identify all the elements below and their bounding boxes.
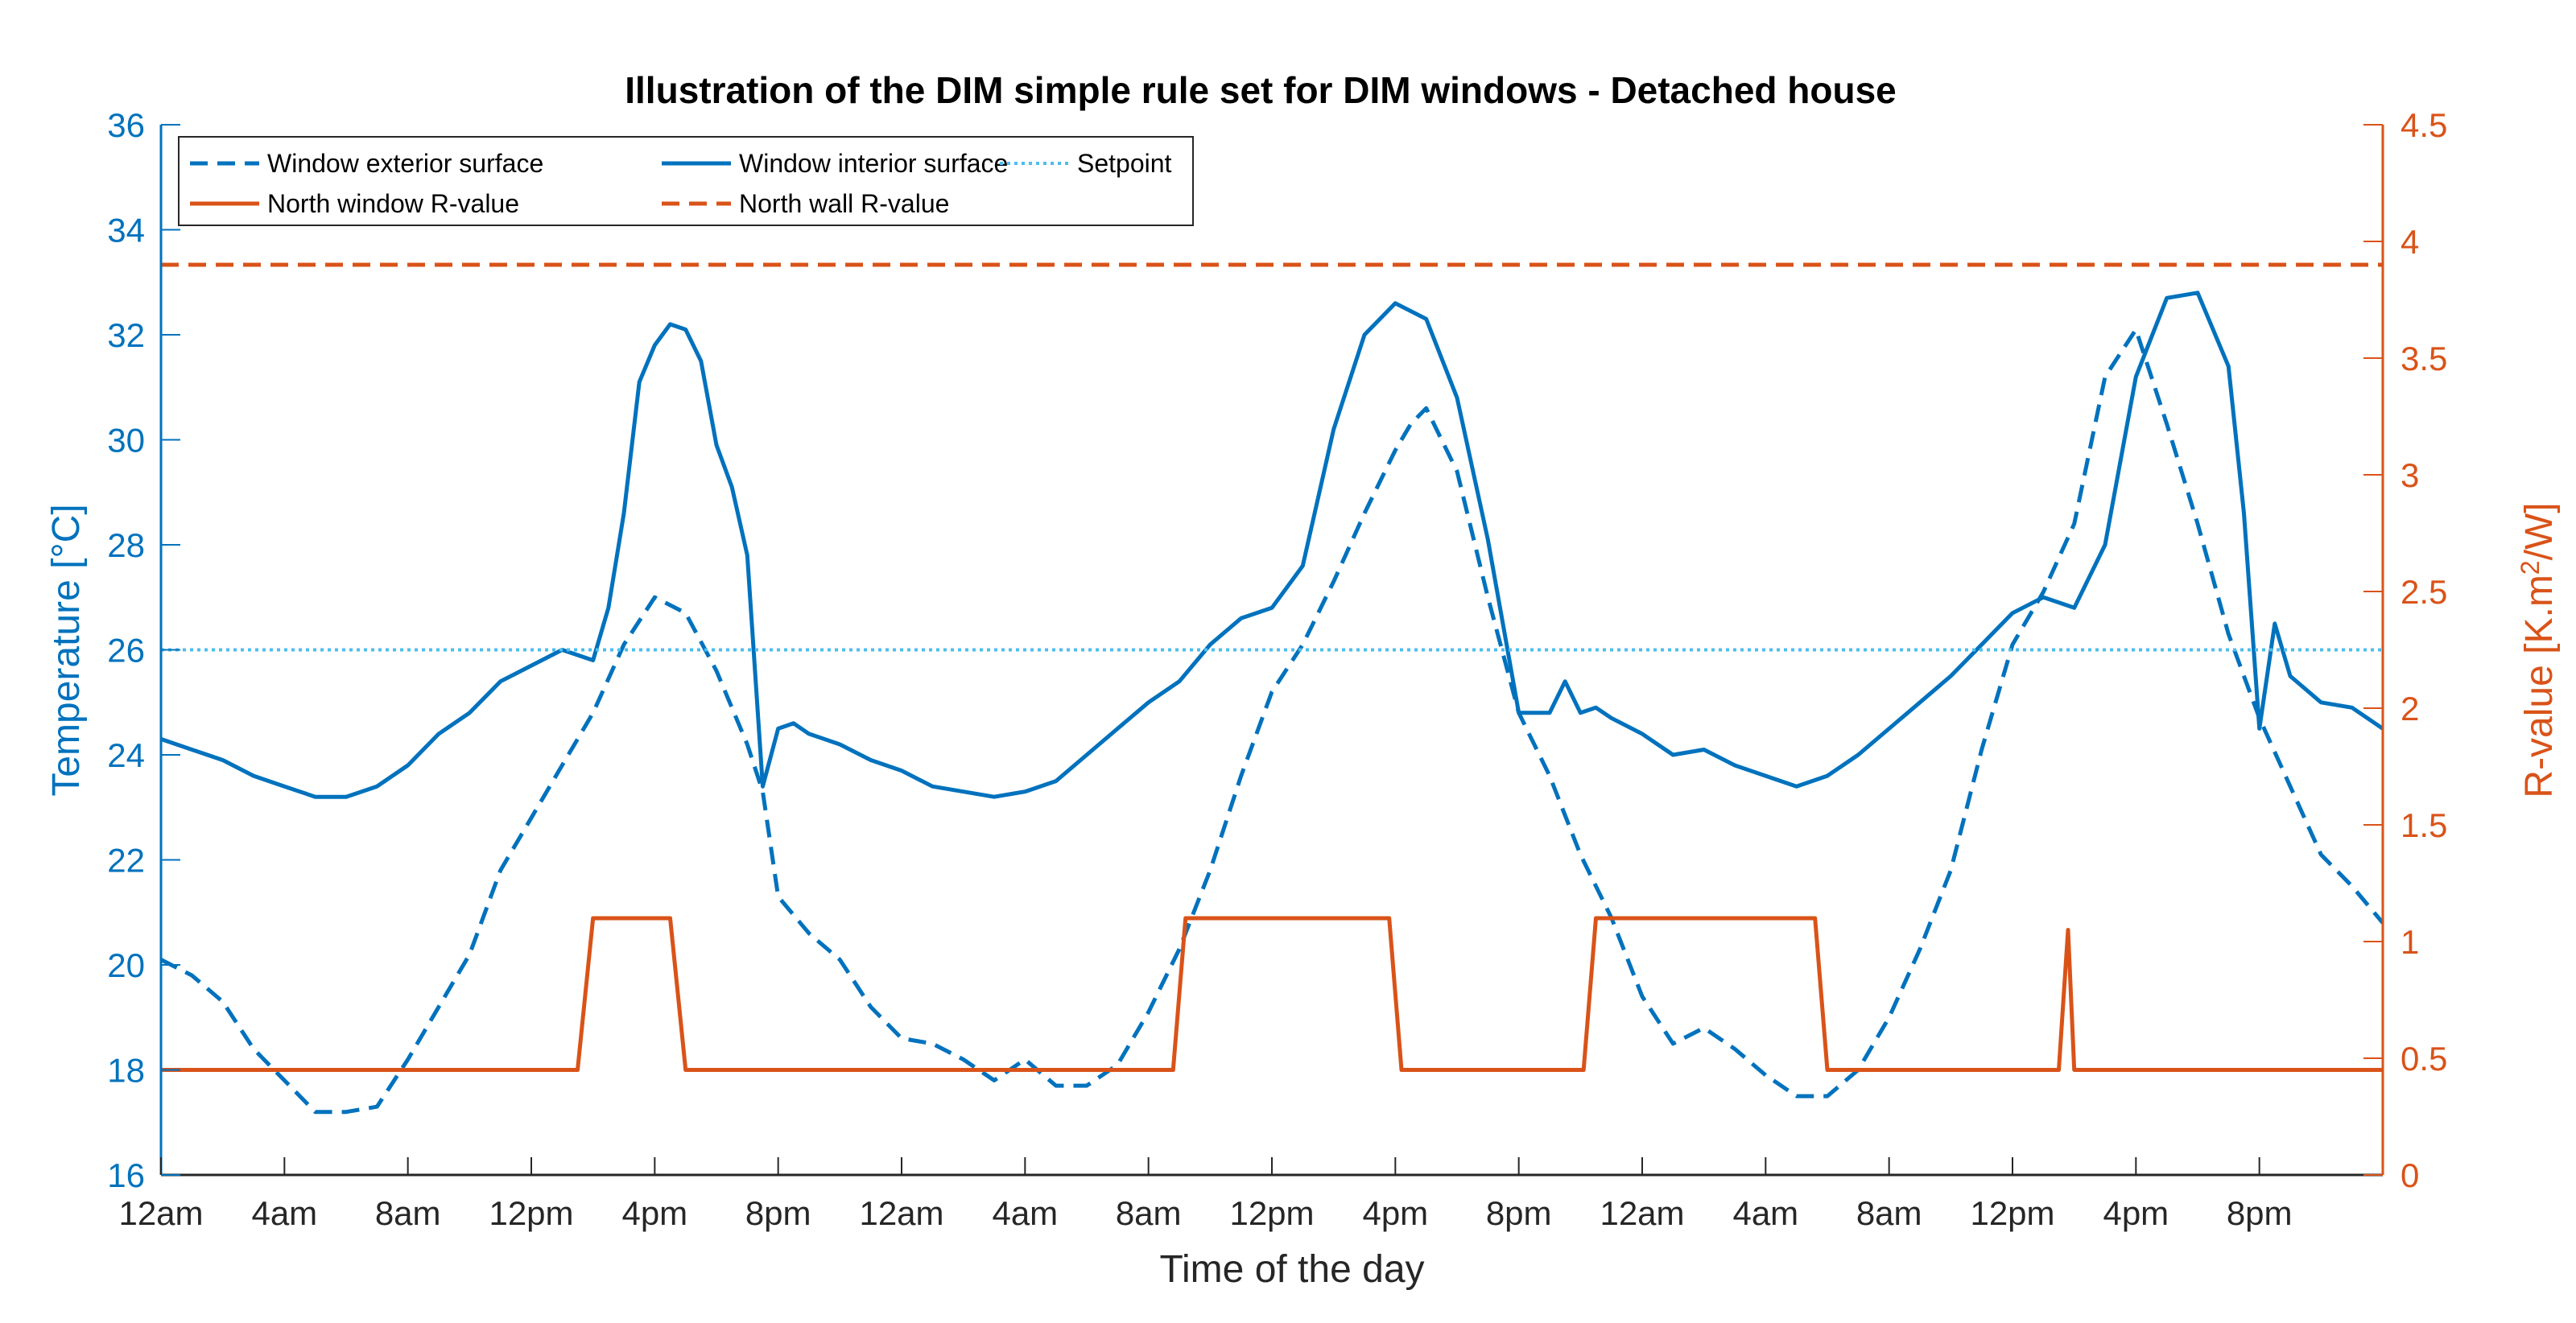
x-tick-label-15: 12pm (1970, 1194, 2054, 1232)
y-right-label-main: R-value [K.m (2518, 575, 2561, 798)
x-tick-label-3: 12pm (489, 1194, 573, 1232)
legend-label-1: Window interior surface (739, 149, 1008, 178)
x-tick-label-9: 12pm (1229, 1194, 1314, 1232)
y-right-axis-label: R-value [K.m2/W] (2516, 502, 2561, 798)
y-left-tick-label-8: 32 (107, 316, 145, 354)
legend: Window exterior surface Window interior s… (178, 136, 1194, 226)
y-right-tick-label-5: 2.5 (2401, 573, 2447, 611)
y-right-tick-label-2: 1 (2401, 923, 2419, 961)
x-tick-label-5: 8pm (745, 1194, 811, 1232)
y-left-tick-label-10: 36 (107, 106, 145, 144)
y-right-tick-label-9: 4.5 (2401, 106, 2447, 144)
x-tick-label-6: 12am (859, 1194, 943, 1232)
x-tick-label-1: 4am (251, 1194, 317, 1232)
x-tick-label-8: 8am (1116, 1194, 1182, 1232)
axes: 12am 4am 8am 12pm 4pm 8pm 12am 4am 8am 12pm 4pm 8pm… (107, 106, 2447, 1232)
legend-label-3: North window R-value (267, 189, 519, 218)
y-left-tick-label-4: 24 (107, 736, 145, 774)
plot-area (159, 262, 2384, 1115)
y-right-tick-label-0: 0 (2401, 1156, 2419, 1194)
legend-box (178, 136, 1194, 226)
chart-title: Illustration of the DIM simple rule set … (625, 69, 1897, 111)
y-right-tick-label-4: 2 (2401, 690, 2419, 727)
legend-label-0: Window exterior surface (267, 149, 543, 178)
legend-label-4: North wall R-value (739, 189, 949, 218)
y-right-label-end: /W] (2518, 502, 2561, 560)
y-left-tick-label-0: 16 (107, 1156, 145, 1194)
y-left-tick-label-3: 22 (107, 842, 145, 880)
legend-label-2: Setpoint (1077, 149, 1172, 178)
y-left-axis-label: Temperature [°C] (45, 504, 88, 796)
y-right-tick-label-3: 1.5 (2401, 806, 2447, 844)
series-line-window-interior-surface (160, 291, 2384, 799)
x-axis-label: Time of the day (1159, 1248, 1424, 1291)
y-left-tick-label-7: 30 (107, 422, 145, 460)
x-tick-label-14: 8am (1856, 1194, 1922, 1232)
x-tick-label-4: 4pm (621, 1194, 687, 1232)
y-left-tick-label-2: 20 (107, 946, 145, 984)
y-right-tick-label-7: 3.5 (2401, 340, 2447, 377)
y-right-tick-label-1: 0.5 (2401, 1040, 2447, 1078)
x-tick-label-16: 4pm (2103, 1194, 2169, 1232)
series-line-window-exterior-surface (159, 328, 2384, 1115)
y-right-tick-label-6: 3 (2401, 456, 2419, 494)
x-tick-label-10: 4pm (1362, 1194, 1428, 1232)
y-right-tick-label-8: 4 (2401, 223, 2419, 261)
x-tick-label-17: 8pm (2227, 1194, 2293, 1232)
x-tick-label-0: 12am (118, 1194, 203, 1232)
y-left-tick-label-1: 18 (107, 1052, 145, 1090)
x-tick-label-12: 12am (1600, 1194, 1684, 1232)
y-right-label-superscript: 2 (2516, 560, 2545, 575)
x-tick-label-7: 4am (992, 1194, 1058, 1232)
y-left-tick-label-5: 26 (107, 632, 145, 670)
y-left-tick-label-6: 28 (107, 526, 145, 564)
y-left-tick-label-9: 34 (107, 212, 145, 249)
x-tick-label-2: 8am (375, 1194, 441, 1232)
x-tick-label-13: 4am (1732, 1194, 1798, 1232)
x-tick-label-11: 8pm (1486, 1194, 1552, 1232)
series-line-north-window-r-value (161, 916, 2383, 1072)
